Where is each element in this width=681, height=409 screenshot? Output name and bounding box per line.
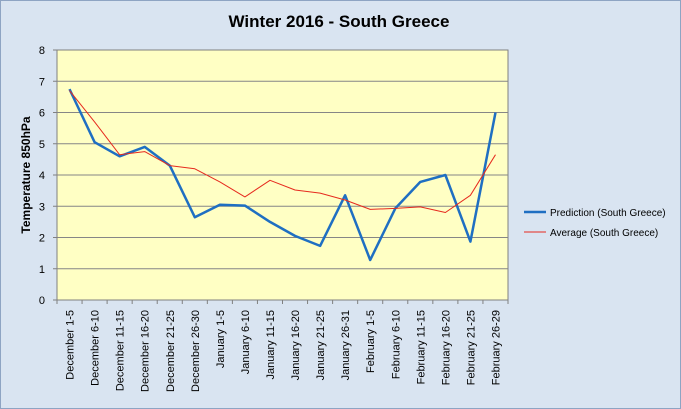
x-tick-label: February 1-5 [365, 310, 377, 373]
y-tick-label: 1 [39, 264, 45, 276]
y-tick-label: 6 [39, 108, 45, 120]
y-tick-label: 3 [39, 201, 45, 213]
series-line-prediction [68, 88, 497, 262]
x-tick-label: January 21-25 [315, 310, 327, 380]
legend-label: Prediction (South Greece) [550, 208, 666, 219]
x-tick-label: February 11-15 [415, 310, 427, 384]
y-tick-label: 4 [39, 170, 45, 182]
y-tick-label: 0 [39, 295, 45, 307]
x-tick-label: February 21-25 [465, 310, 477, 385]
chart-title: Winter 2016 - South Greece [229, 12, 450, 31]
x-tick-label: December 21-25 [165, 310, 177, 392]
x-tick-label: February 26-29 [490, 310, 502, 385]
x-tick-label: January 26-31 [340, 310, 352, 380]
y-axis-label: Temperature 850hPa [19, 116, 33, 233]
gridlines [57, 80, 508, 270]
x-axis-ticks: December 1-5 December 6-10 December 11-15 D… [56, 300, 509, 392]
y-tick-label: 7 [39, 76, 45, 88]
legend: Prediction (South Greece) Average (South … [524, 208, 666, 239]
x-tick-label: January 1-5 [215, 310, 227, 368]
x-tick-label: February 6-10 [390, 310, 402, 379]
x-tick-label: January 11-15 [265, 310, 277, 380]
y-tick-label: 5 [39, 139, 45, 151]
x-tick-label: December 26-30 [190, 310, 202, 392]
series-lines [68, 88, 497, 262]
x-tick-label: December 11-15 [115, 310, 127, 391]
x-tick-label: December 16-20 [140, 310, 152, 392]
x-tick-label: December 1-5 [65, 310, 77, 380]
x-tick-label: February 16-20 [440, 310, 452, 385]
y-tick-label: 8 [39, 45, 45, 57]
y-tick-label: 2 [39, 233, 45, 245]
legend-label: Average (South Greece) [550, 228, 658, 239]
x-tick-label: January 16-20 [290, 310, 302, 380]
y-axis-ticks: 0 1 2 3 4 5 6 7 8 [39, 45, 57, 307]
x-tick-label: January 6-10 [240, 310, 252, 374]
x-tick-label: December 6-10 [90, 310, 102, 386]
series-line-average [69, 90, 496, 213]
